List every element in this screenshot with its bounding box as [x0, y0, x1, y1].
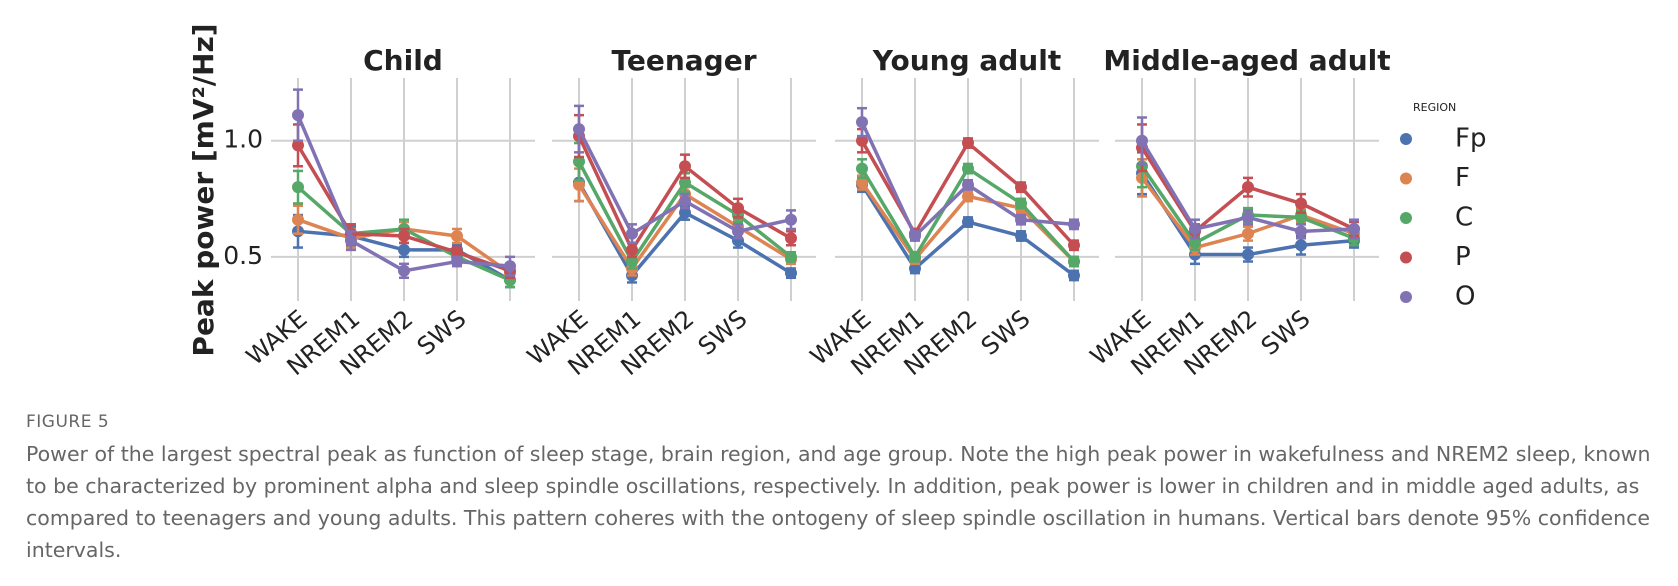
point: [451, 255, 463, 268]
point: [909, 262, 921, 275]
y-axis-label: Peak power [mV²/Hz]: [187, 23, 220, 356]
point: [1136, 134, 1148, 147]
point: [1068, 255, 1080, 268]
point: [785, 213, 797, 226]
legend-title: REGION: [1413, 101, 1456, 114]
point: [856, 116, 868, 129]
point: [962, 216, 974, 229]
point: [292, 139, 304, 152]
point: [962, 137, 974, 150]
point: [1295, 225, 1307, 238]
y-tick-label: 1.0: [223, 125, 263, 154]
point: [1189, 222, 1201, 235]
point: [1242, 248, 1254, 261]
point: [398, 264, 410, 277]
caption: Power of the largest spectral peak as fu…: [26, 442, 1651, 562]
point: [451, 229, 463, 242]
point: [856, 134, 868, 147]
point: [679, 206, 691, 219]
point: [1015, 181, 1027, 194]
point: [909, 229, 921, 242]
panel-title: Teenager: [611, 44, 756, 77]
point: [626, 227, 638, 240]
legend-marker: [1400, 291, 1412, 303]
x-tick-label: SWS: [1256, 305, 1316, 361]
point: [292, 109, 304, 122]
point: [785, 267, 797, 280]
point: [856, 162, 868, 175]
x-tick-label: SWS: [976, 305, 1036, 361]
point: [732, 202, 744, 215]
point: [626, 255, 638, 268]
legend-marker: [1400, 172, 1412, 185]
point: [732, 225, 744, 238]
point: [962, 178, 974, 191]
point: [962, 162, 974, 175]
point: [292, 181, 304, 194]
point: [1242, 211, 1254, 224]
figure: 0.51.0ChildWAKENREM1NREM2SWSTeenagerWAKE…: [187, 23, 1486, 381]
point: [1295, 211, 1307, 224]
legend-label: F: [1455, 163, 1470, 193]
point: [679, 195, 691, 208]
point: [1015, 197, 1027, 210]
x-tick-label: SWS: [412, 305, 472, 361]
point: [292, 213, 304, 226]
legend-label: C: [1455, 203, 1473, 233]
point: [909, 250, 921, 263]
point: [1242, 181, 1254, 194]
legend-label: Fp: [1455, 124, 1486, 154]
x-tick-label: SWS: [693, 305, 753, 361]
point: [1295, 239, 1307, 252]
y-tick-label: 0.5: [223, 241, 263, 270]
point: [1015, 213, 1027, 226]
point: [785, 250, 797, 263]
point: [679, 176, 691, 189]
point: [1242, 227, 1254, 240]
point: [1068, 218, 1080, 231]
panel-title: Middle-aged adult: [1103, 44, 1390, 77]
point: [573, 155, 585, 168]
panel-title: Young adult: [872, 44, 1061, 77]
point: [451, 246, 463, 259]
point: [1015, 229, 1027, 242]
point: [856, 176, 868, 189]
panel-title: Child: [363, 44, 443, 77]
legend-label: P: [1455, 242, 1471, 272]
point: [1068, 239, 1080, 252]
legend-marker: [1400, 133, 1412, 145]
point: [679, 160, 691, 173]
point: [345, 234, 357, 247]
figure-label: FIGURE 5: [26, 412, 110, 432]
legend-label: O: [1455, 282, 1475, 312]
point: [398, 243, 410, 256]
legend-marker: [1400, 212, 1412, 224]
point: [573, 178, 585, 191]
point: [626, 243, 638, 256]
point: [504, 260, 516, 273]
point: [1068, 269, 1080, 282]
point: [1348, 222, 1360, 235]
point: [962, 190, 974, 203]
point: [398, 229, 410, 242]
point: [1189, 236, 1201, 249]
point: [573, 123, 585, 136]
legend-marker: [1400, 251, 1412, 264]
point: [785, 232, 797, 245]
point: [1295, 197, 1307, 210]
